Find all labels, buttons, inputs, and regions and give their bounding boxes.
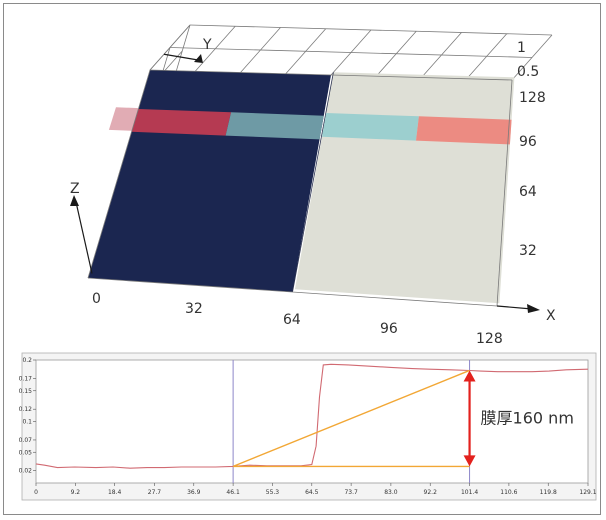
thickness-arrowhead-bottom	[463, 455, 476, 467]
x-tick-label: 119.8	[540, 489, 557, 496]
y-axis-name: Y	[202, 37, 212, 53]
profile-line-chart: 0.02 0.05 0.07 0.1 0.12 0.15 0.17 0.2 0 9.2 18.4 27…	[19, 352, 597, 501]
surface-step-edge	[292, 72, 334, 293]
x-tick-label: 18.4	[108, 489, 122, 496]
profile-series-line	[35, 363, 589, 469]
y-axis-arrow-shaft	[163, 53, 199, 61]
x-tick-label: 83.0	[384, 489, 398, 496]
profile-band-segment	[225, 112, 324, 140]
surface-plot-3d: X Y Z 0 32 64 96 128 32 64 96 128 0.5 1	[70, 24, 556, 347]
floor-right-edge	[496, 79, 513, 307]
z-axis-arrow-shaft	[75, 201, 93, 274]
thickness-arrowhead-top	[463, 370, 476, 382]
x-tick-label: 101.4	[461, 489, 478, 496]
profile-band-segment	[322, 113, 419, 141]
x-axis-arrow-shaft	[496, 305, 533, 310]
x-tick-label: 0	[34, 489, 38, 496]
y-tick-label: 96	[519, 134, 537, 150]
profile-band-segment	[131, 109, 232, 136]
x-axis-name: X	[546, 308, 556, 324]
y-tick-label: 0.2	[22, 357, 32, 364]
surface-region-low	[88, 70, 331, 292]
y-tick-label: 0.15	[19, 388, 33, 395]
surface-region-high	[294, 72, 515, 304]
y-tick-label: 0.1	[22, 419, 32, 426]
back-wall-grid-line	[189, 24, 553, 36]
x-tick-label: 9.2	[71, 489, 81, 496]
x-tick-label: 64.5	[305, 489, 319, 496]
y-tick-label: 0.12	[19, 406, 33, 413]
y-tick-label: 128	[519, 90, 546, 106]
measure-diagonal-line	[232, 369, 470, 468]
back-wall-grid-line	[169, 47, 533, 58]
x-tick-label: 27.7	[148, 489, 162, 496]
y-tick-label: 64	[519, 184, 537, 200]
x-tick-label: 0	[92, 291, 101, 307]
profile-band-overhang	[108, 107, 140, 131]
x-tick-label: 32	[185, 301, 203, 317]
z-axis-name: Z	[70, 181, 80, 197]
thickness-label: 膜厚160 nm	[481, 408, 574, 427]
x-tick-label: 128	[476, 331, 503, 347]
z-tick-label: 1	[517, 40, 526, 56]
floor-back-edge	[149, 69, 513, 81]
x-axis-arrowhead	[527, 304, 540, 313]
y-tick-label: 0.17	[19, 375, 33, 382]
y-tick-label: 32	[519, 243, 537, 259]
x-tick-label: 129.1	[579, 489, 596, 496]
y-axis-arrowhead	[194, 54, 203, 63]
y-axis-line	[87, 69, 151, 279]
x-tick-label: 64	[283, 312, 301, 328]
x-tick-label: 46.1	[226, 489, 240, 496]
x-axis-line	[87, 277, 498, 307]
x-tick-label: 96	[380, 321, 398, 337]
x-tick-label: 92.2	[424, 489, 438, 496]
y-tick-label: 0.05	[19, 449, 33, 456]
x-tick-label: 36.9	[187, 489, 201, 496]
z-tick-label: 0.5	[517, 64, 539, 80]
profile-band-segment	[416, 116, 512, 145]
x-tick-label: 110.6	[500, 489, 517, 496]
y-tick-label: 0.02	[19, 468, 33, 475]
z-axis-arrowhead	[70, 195, 79, 206]
y-tick-label: 0.07	[19, 437, 33, 444]
x-tick-label: 73.7	[344, 489, 358, 496]
x-tick-label: 55.3	[266, 489, 280, 496]
